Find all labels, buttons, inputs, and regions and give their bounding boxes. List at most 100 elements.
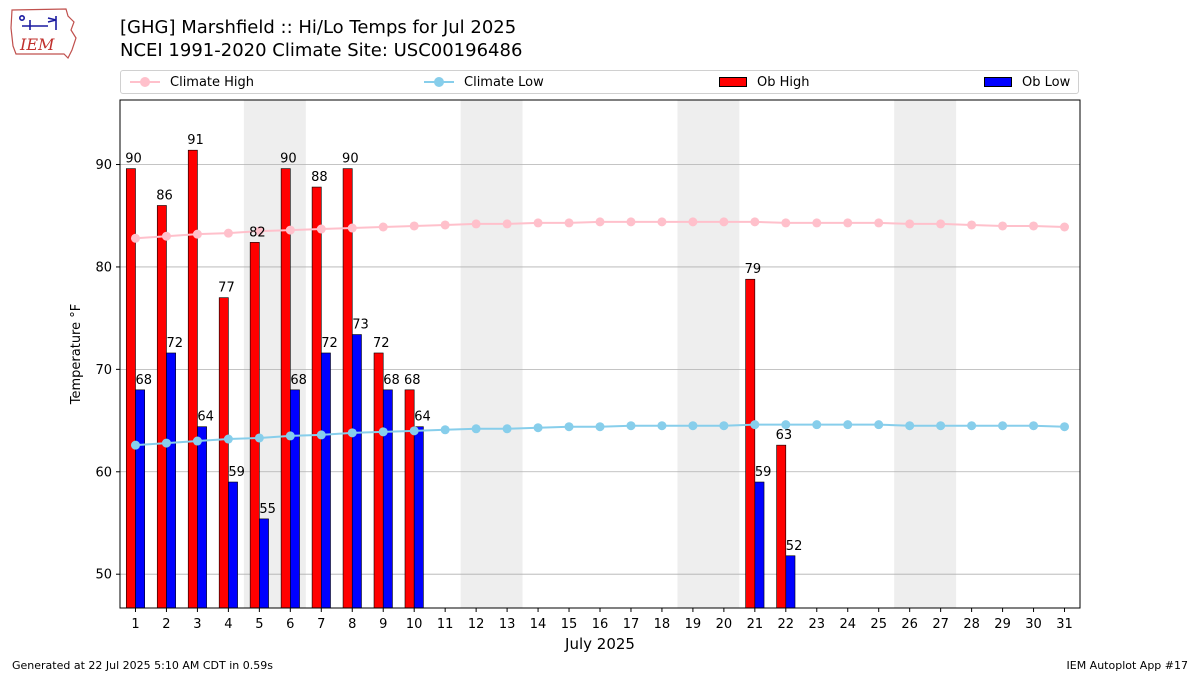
- climate-high-swatch: [130, 77, 160, 87]
- ob-low-value-label: 59: [755, 465, 772, 480]
- x-tick-label: 18: [654, 617, 671, 632]
- x-tick-label: 29: [994, 617, 1011, 632]
- climate-high-point: [1029, 221, 1039, 231]
- climate-low-point: [316, 430, 326, 440]
- x-tick-label: 5: [255, 617, 263, 632]
- climate-low-point: [564, 422, 574, 432]
- climate-high-point: [378, 222, 388, 232]
- climate-low-point: [1060, 422, 1070, 432]
- ob-high-bar: [373, 352, 384, 609]
- legend-item-climate-low: Climate Low: [424, 71, 544, 93]
- climate-low-point: [471, 424, 481, 434]
- ob-low-value-label: 64: [197, 410, 214, 425]
- climate-low-point: [688, 421, 698, 431]
- legend-label-climate-low: Climate Low: [464, 74, 544, 90]
- climate-low-point: [843, 420, 853, 430]
- legend-item-climate-high: Climate High: [130, 71, 254, 93]
- y-tick-label: 50: [95, 568, 112, 583]
- x-tick-label: 9: [379, 617, 387, 632]
- climate-low-point: [1029, 421, 1039, 431]
- climate-high-point: [471, 219, 481, 229]
- app-credit: IEM Autoplot App #17: [1066, 659, 1189, 672]
- legend-item-ob-high: Ob High: [719, 71, 810, 93]
- ob-low-value-label: 55: [259, 502, 276, 517]
- weekend-shade: [677, 100, 740, 608]
- ob-high-value-label: 91: [187, 133, 204, 148]
- ob-low-bar: [320, 352, 331, 609]
- ob-low-bar: [382, 389, 393, 609]
- ob-high-value-label: 79: [745, 262, 762, 277]
- climate-low-point: [750, 420, 760, 430]
- x-tick-label: 3: [193, 617, 201, 632]
- climate-high-point: [688, 217, 698, 227]
- climate-high-point: [130, 233, 140, 243]
- ob-high-value-label: 72: [373, 336, 390, 351]
- climate-high-point: [812, 218, 822, 228]
- climate-high-point: [719, 217, 729, 227]
- climate-low-point: [533, 423, 543, 433]
- ob-high-bar: [404, 389, 415, 609]
- climate-high-point: [967, 220, 977, 230]
- ob-low-bar: [197, 426, 207, 609]
- iem-logo: IEM: [8, 6, 80, 60]
- x-tick-label: 15: [561, 617, 578, 632]
- x-tick-label: 28: [963, 617, 980, 632]
- climate-low-point: [657, 421, 667, 431]
- climate-high-point: [161, 231, 171, 241]
- ob-low-value-label: 72: [166, 336, 183, 351]
- climate-low-point: [347, 428, 357, 438]
- climate-high-point: [998, 221, 1008, 231]
- ob-high-value-label: 63: [776, 428, 793, 443]
- chart-title: [GHG] Marshfield :: Hi/Lo Temps for Jul …: [120, 17, 517, 38]
- climate-high-point: [936, 219, 946, 229]
- ob-low-swatch: [984, 77, 1012, 87]
- x-tick-label: 21: [747, 617, 764, 632]
- legend-label-ob-high: Ob High: [757, 74, 810, 90]
- ob-low-bar: [135, 389, 145, 609]
- ob-low-value-label: 72: [321, 336, 338, 351]
- legend-label-climate-high: Climate High: [170, 74, 255, 90]
- climate-high-point: [781, 218, 791, 228]
- ob-high-value-label: 68: [404, 373, 421, 388]
- climate-low-point: [967, 421, 977, 431]
- climate-low-point: [161, 438, 171, 448]
- ob-high-value-label: 90: [280, 152, 297, 167]
- ob-high-bar: [745, 278, 756, 609]
- generated-note: Generated at 22 Jul 2025 5:10 AM CDT in …: [12, 659, 273, 672]
- legend-label-ob-low: Ob Low: [1022, 74, 1071, 90]
- x-tick-label: 22: [778, 617, 795, 632]
- ob-high-value-label: 90: [125, 152, 142, 167]
- x-tick-label: 26: [901, 617, 918, 632]
- y-tick-label: 60: [95, 465, 112, 480]
- legend-item-ob-low: Ob Low: [984, 71, 1070, 93]
- ob-high-value-label: 77: [218, 281, 235, 296]
- chart-legend: Climate High Climate Low Ob High Ob Low: [120, 70, 1079, 94]
- climate-low-point: [254, 433, 264, 443]
- ob-low-value-label: 68: [383, 373, 400, 388]
- climate-low-point: [812, 420, 822, 430]
- ob-high-swatch: [719, 77, 747, 87]
- climate-low-point: [936, 421, 946, 431]
- ob-low-bar: [351, 334, 362, 609]
- ob-low-bar: [785, 555, 796, 609]
- climate-low-point: [626, 421, 636, 431]
- climate-high-point: [316, 224, 326, 234]
- ob-high-bar: [249, 242, 260, 609]
- climate-low-point: [998, 421, 1008, 431]
- climate-high-point: [533, 218, 543, 228]
- x-tick-label: 25: [870, 617, 887, 632]
- x-tick-label: 14: [530, 617, 547, 632]
- climate-high-point: [1060, 222, 1070, 232]
- x-tick-label: 10: [406, 617, 423, 632]
- climate-high-point: [564, 218, 574, 228]
- weekend-shade: [894, 100, 957, 608]
- weekend-shade: [460, 100, 523, 608]
- climate-low-point: [595, 422, 605, 432]
- ob-low-bar: [413, 426, 424, 609]
- climate-high-point: [502, 219, 512, 229]
- climate-high-point: [192, 229, 202, 239]
- y-axis-label: Temperature °F: [69, 304, 84, 405]
- climate-high-point: [905, 219, 915, 229]
- ob-high-bar: [187, 149, 198, 609]
